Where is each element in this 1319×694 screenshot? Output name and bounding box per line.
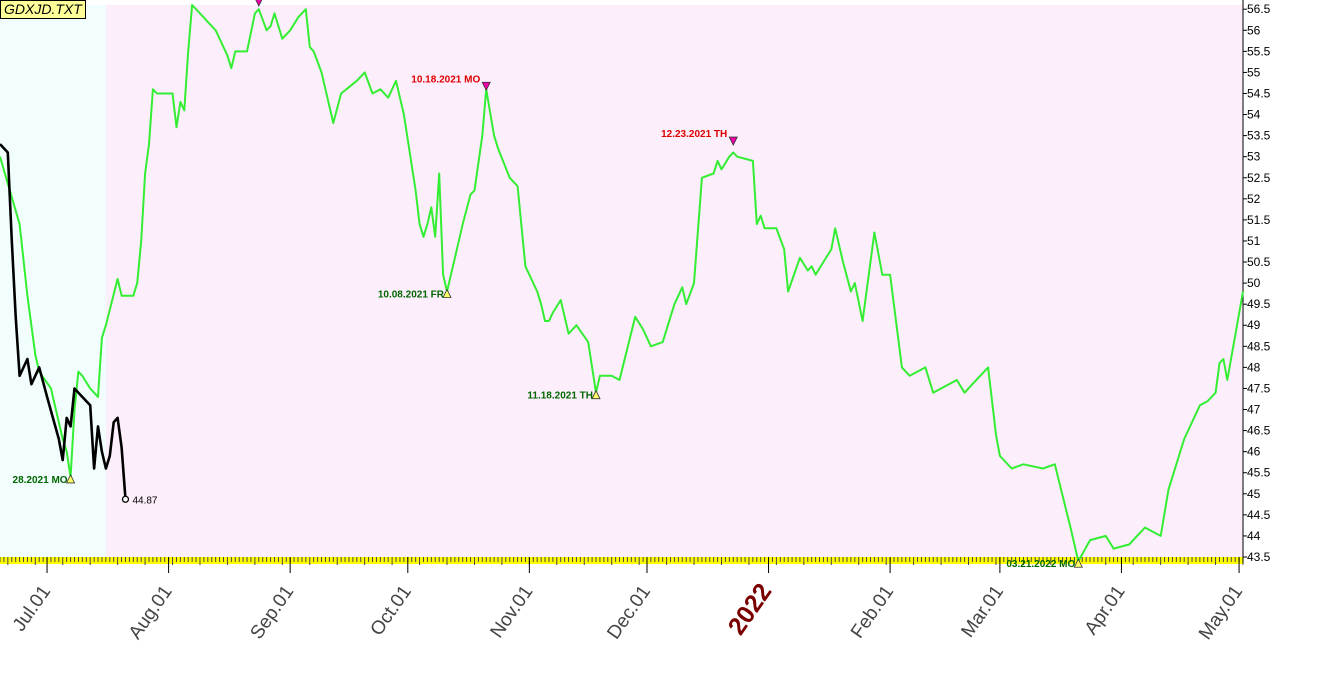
y-tick-label: 43.5 (1247, 550, 1271, 564)
x-tick-label: Feb.01 (847, 582, 898, 643)
y-tick-label: 52.5 (1247, 171, 1271, 185)
x-tick-label: 2022 (723, 578, 778, 640)
projection-background (105, 5, 1244, 557)
x-tick-label: Sep.01 (247, 582, 299, 643)
y-tick-label: 55.5 (1247, 44, 1271, 58)
y-tick-label: 56 (1247, 23, 1261, 37)
chart-title: GDXJD.TXT (0, 0, 86, 19)
y-tick-label: 50.5 (1247, 255, 1271, 269)
x-tick-label: May.01 (1195, 582, 1247, 644)
y-tick-label: 56.5 (1247, 2, 1271, 16)
peak-marker (728, 136, 738, 146)
y-tick-label: 47.5 (1247, 381, 1271, 395)
x-axis-strip (0, 557, 1243, 564)
x-tick-label: Oct.01 (367, 582, 416, 640)
y-tick-label: 49 (1247, 318, 1261, 332)
peak-annotation: 08.24.2021 TU (187, 0, 253, 1)
y-tick-label: 44 (1247, 529, 1261, 543)
y-tick-label: 46.5 (1247, 424, 1271, 438)
trough-annotation: 28.2021 MO (13, 475, 68, 486)
y-tick-label: 53 (1247, 150, 1261, 164)
y-tick-label: 55 (1247, 65, 1261, 79)
peak-annotation: 10.18.2021 MO (411, 74, 480, 85)
last-value-marker (121, 495, 130, 503)
peak-marker (255, 0, 263, 7)
trough-marker (1073, 558, 1083, 568)
y-tick-label: 52 (1247, 192, 1261, 206)
series-line (0, 143, 127, 500)
y-tick-label: 53.5 (1247, 129, 1271, 143)
trough-marker (442, 288, 452, 298)
y-tick-label: 48 (1247, 360, 1261, 374)
series-line (0, 4, 1244, 563)
peak-marker (481, 81, 491, 92)
trough-marker (591, 389, 601, 400)
y-tick-label: 44.5 (1247, 508, 1271, 522)
y-tick-label: 48.5 (1247, 339, 1271, 353)
x-tick-label: Jul.01 (9, 582, 55, 636)
y-tick-label: 50 (1247, 276, 1261, 290)
x-tick-label: Mar.01 (957, 582, 1008, 642)
y-tick-label: 45 (1247, 487, 1261, 501)
y-tick-label: 47 (1247, 403, 1261, 417)
x-tick-label: Aug.01 (125, 582, 177, 643)
y-tick-label: 51.5 (1247, 213, 1271, 227)
trough-marker (65, 474, 76, 484)
x-tick-label: Dec.01 (603, 582, 655, 643)
x-tick-label: Nov.01 (487, 582, 538, 642)
history-background (0, 5, 106, 557)
y-tick-label: 51 (1247, 234, 1261, 248)
y-tick-label: 45.5 (1247, 466, 1271, 480)
y-tick-label: 54 (1247, 108, 1261, 122)
x-tick-label: Apr.01 (1081, 582, 1130, 639)
y-tick-label: 49.5 (1247, 297, 1271, 311)
peak-annotation: 12.23.2021 TH (661, 129, 727, 140)
trough-annotation: 10.08.2021 FR (378, 290, 445, 301)
last-value-label: 44.87 (132, 495, 157, 506)
y-tick-label: 54.5 (1247, 86, 1271, 100)
y-tick-label: 46 (1247, 445, 1261, 459)
trough-annotation: 11.18.2021 TH (527, 391, 593, 402)
trough-annotation: 03.21.2022 MO (1006, 559, 1075, 570)
